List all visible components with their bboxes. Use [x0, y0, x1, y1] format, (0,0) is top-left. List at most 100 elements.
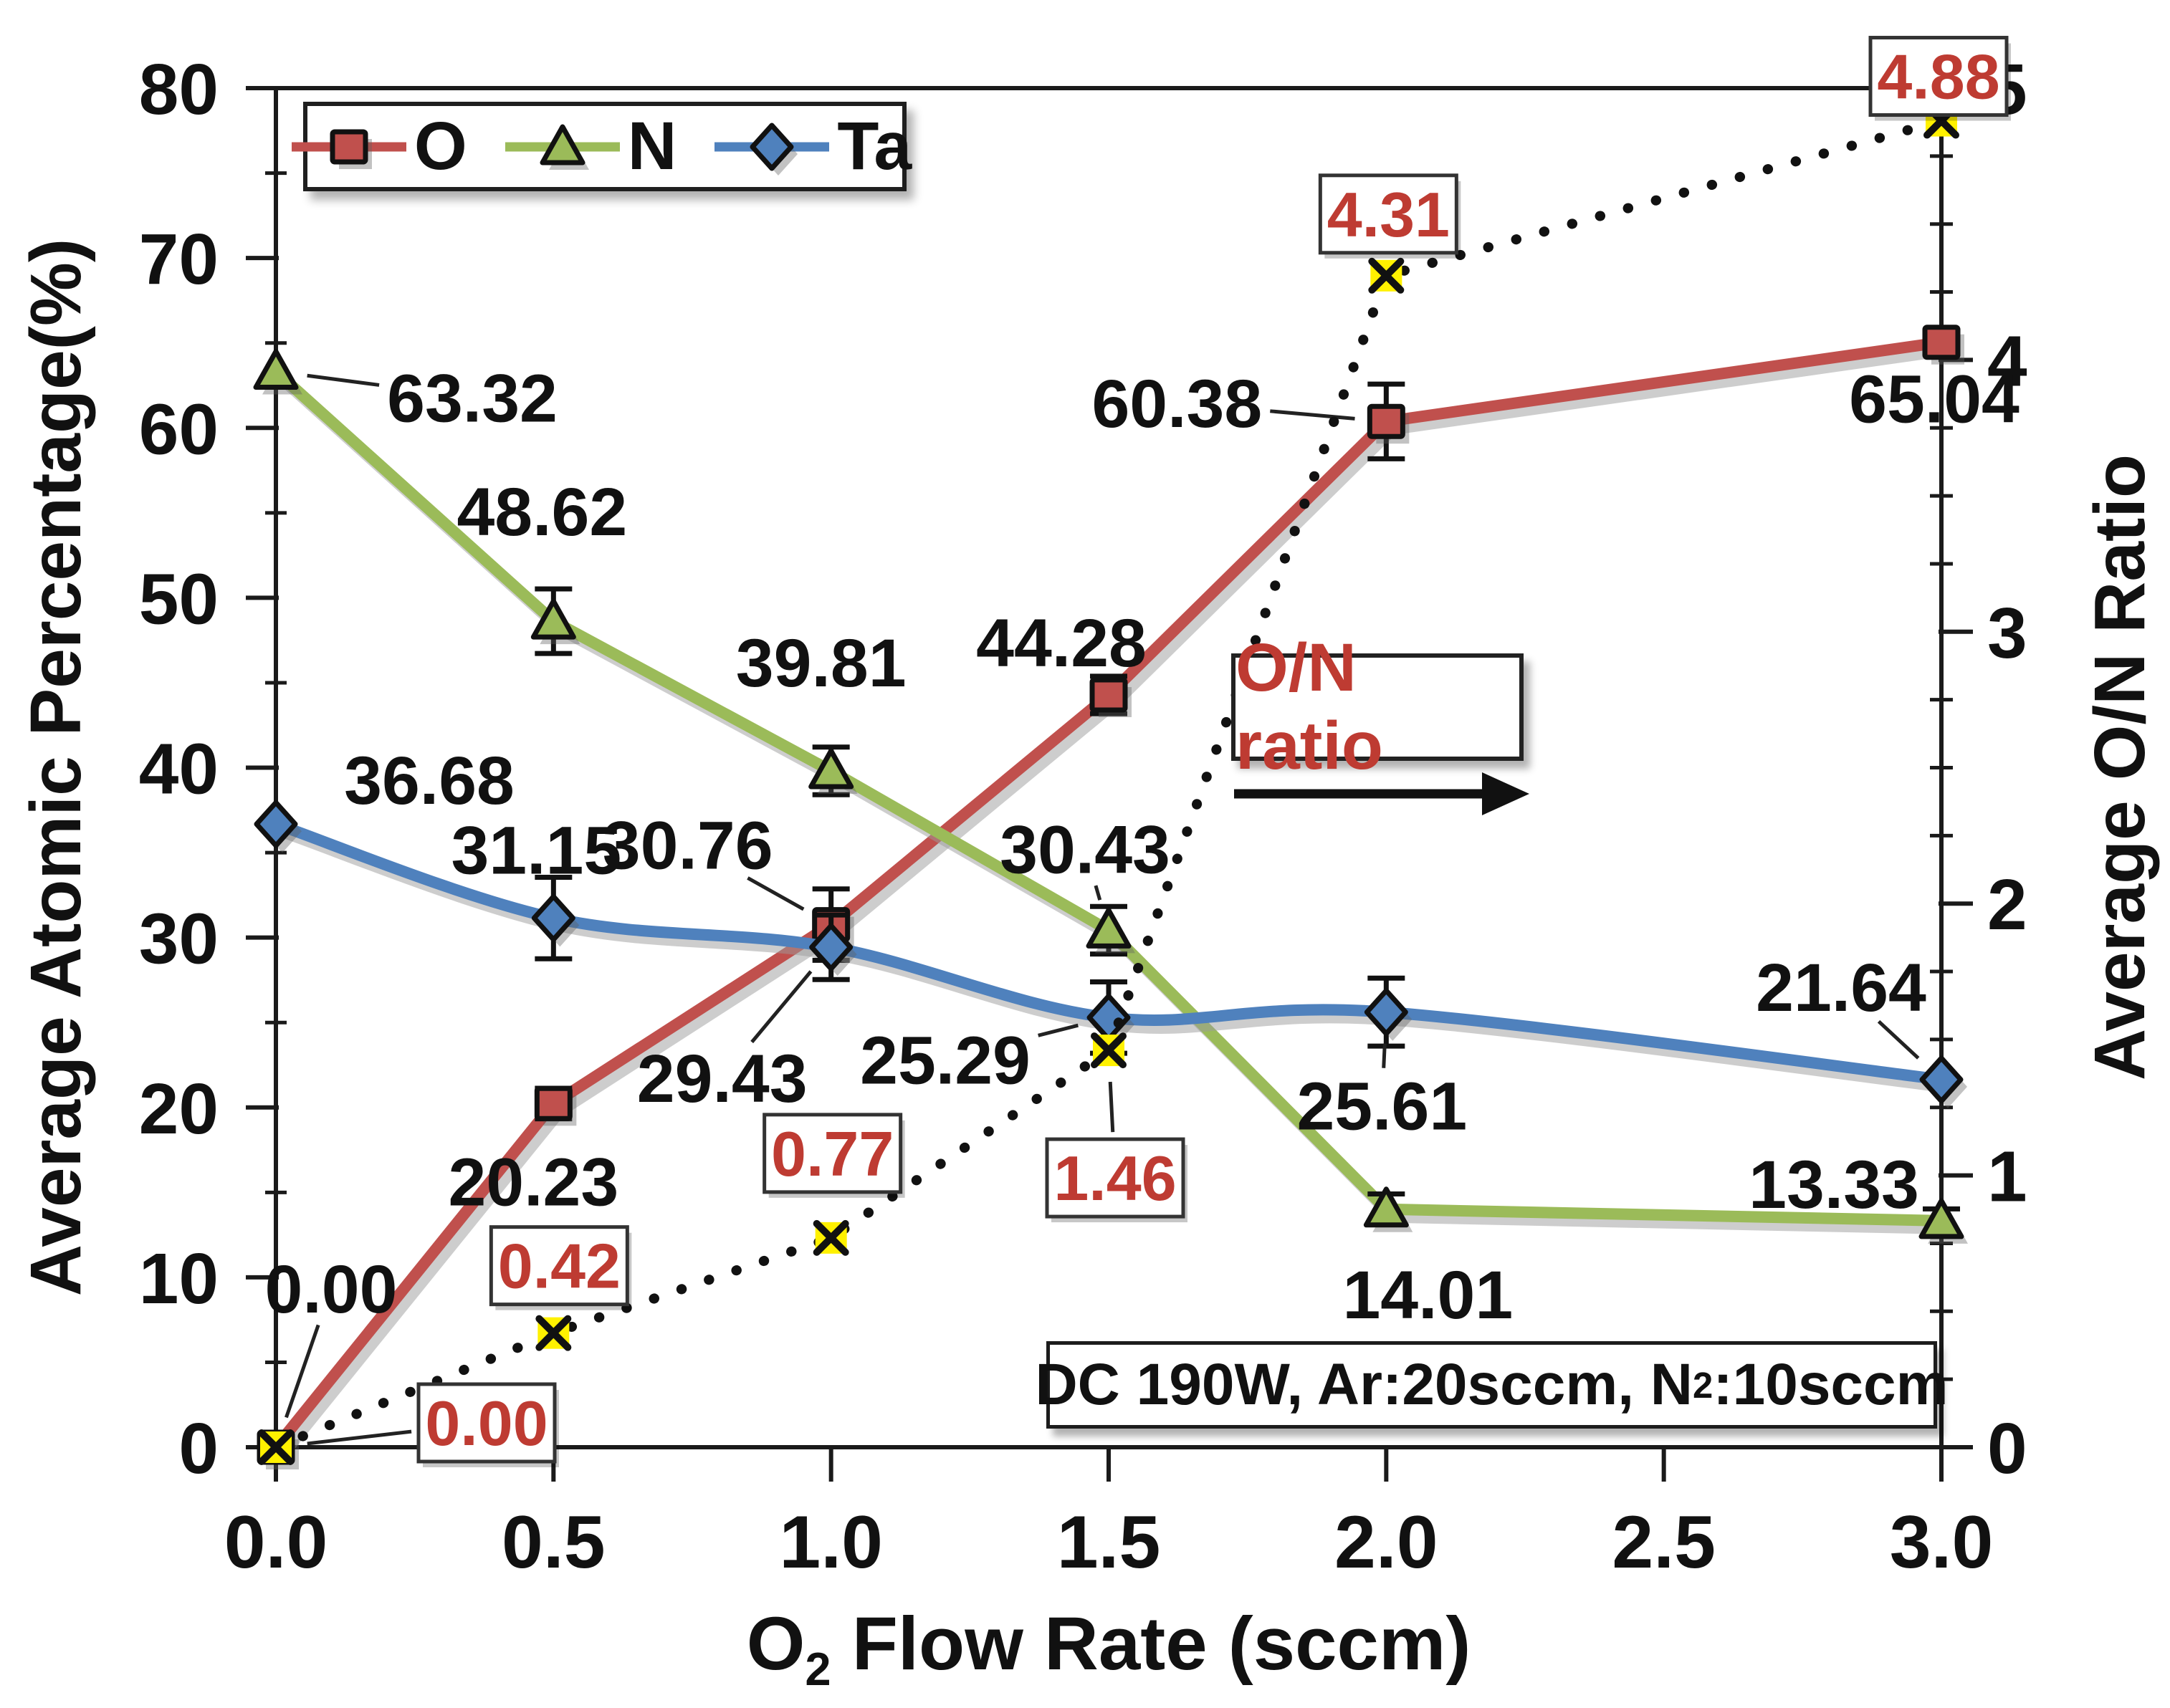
left-tick-label: 30: [139, 899, 219, 979]
right-tick-label: 2: [1987, 865, 2027, 945]
right-tick-label: 1: [1987, 1137, 2027, 1217]
right-tick-label: 3: [1987, 593, 2027, 673]
square-marker: [1089, 677, 1128, 713]
data-label: 30.43: [1000, 812, 1170, 888]
left-tick-label: 60: [139, 389, 219, 469]
condition-text-prefix: DC 190W, Ar:20sccm, N: [1035, 1352, 1693, 1417]
left-axis: 0 10 20 30 40 50 60 70 80: [139, 49, 287, 1489]
data-label: 25.29: [860, 1022, 1031, 1098]
bottom-tick-label: 1.0: [779, 1501, 883, 1584]
ratio-value-label: 4.31: [1327, 179, 1450, 250]
line-shadow: [277, 344, 1954, 1461]
series-O-N-ratio: 0.00 0.42 0.77 1.46 4.31 4.88: [258, 36, 2011, 1467]
legend-triangle-icon: [505, 124, 620, 170]
left-tick-label: 20: [139, 1069, 219, 1149]
square-marker: [1367, 403, 1405, 439]
data-label: 39.81: [736, 625, 907, 701]
bottom-tick-label: 1.5: [1057, 1501, 1161, 1584]
legend-label-O: O: [414, 108, 467, 184]
ratio-callout-box: O/N ratio: [1231, 630, 1524, 784]
condition-annotation-box: DC 190W, Ar:20sccm, N 2:10sccm: [1035, 1341, 1949, 1429]
ratio-value-label: 4.88: [1877, 42, 1999, 112]
data-label: 0.00: [265, 1252, 398, 1328]
right-axis: 012345: [1930, 49, 2027, 1489]
leader-line: [1877, 1019, 1920, 1060]
data-label: 29.43: [637, 1041, 808, 1117]
triangle-marker: [530, 598, 576, 640]
x-axis-title-suffix: Flow Rate (sccm): [831, 1602, 1471, 1686]
legend-item-N: N: [502, 112, 687, 181]
right-tick-label: 0: [1987, 1409, 2027, 1489]
data-label: 60.38: [1091, 366, 1262, 442]
left-tick-label: 50: [139, 559, 219, 639]
leader-line: [747, 876, 805, 911]
triangle-marker: [1086, 907, 1132, 949]
ratio-value-box: [763, 1113, 903, 1194]
ratio-value-box: [1318, 173, 1458, 255]
data-label: 31.15: [451, 812, 621, 888]
x-marker: [535, 1315, 572, 1351]
leader-line: [1108, 1081, 1115, 1133]
left-tick-label: 40: [139, 729, 219, 810]
O-line: [270, 336, 1947, 1453]
data-label: 21.64: [1756, 950, 1926, 1026]
data-label: 48.62: [457, 474, 627, 550]
diamond-marker: [531, 893, 575, 942]
condition-text-subscript: 2: [1693, 1364, 1713, 1406]
x-marker: [1091, 1032, 1127, 1069]
leader-line: [1382, 1043, 1387, 1068]
data-label: 14.01: [1342, 1257, 1513, 1333]
legend-item-O: O: [288, 112, 477, 181]
triangle-marker: [808, 748, 854, 790]
bottom-tick-label: 3.0: [1890, 1501, 1994, 1584]
triangle-marker: [540, 124, 585, 165]
ratio-value-label: 0.42: [498, 1231, 621, 1302]
data-label: 30.76: [603, 808, 773, 884]
data-label: 25.61: [1296, 1069, 1467, 1145]
legend-square-icon: [291, 129, 406, 169]
triangle-marker: [253, 349, 299, 390]
x-marker: [258, 1429, 294, 1465]
ratio-value-label: 1.46: [1053, 1143, 1176, 1214]
x-marker: [1368, 257, 1405, 294]
ratio-value-label: 0.77: [771, 1118, 894, 1189]
series-N: 63.32 48.62 39.81 30.43 14.01 13.33: [253, 349, 1968, 1333]
diamond-marker: [750, 123, 794, 171]
legend-item-Ta: Ta: [711, 112, 922, 181]
leader-line: [1038, 1023, 1079, 1037]
x-axis-title-subscript: 2: [805, 1643, 831, 1695]
ratio-value-box: [1868, 36, 2009, 117]
data-label: 20.23: [448, 1144, 618, 1220]
ratio-value-box: [416, 1382, 557, 1464]
ratio-arrow: [1234, 772, 1529, 815]
arrow-head: [1482, 772, 1529, 815]
leader-line: [1094, 885, 1102, 901]
ratio-value-label: 0.00: [425, 1388, 548, 1459]
leader-line: [750, 970, 813, 1044]
triangle-marker: [1363, 1186, 1409, 1228]
legend-label-N: N: [627, 108, 677, 184]
x-axis-title-prefix: O: [746, 1602, 806, 1686]
leader-line: [1270, 409, 1355, 421]
square-marker: [330, 129, 368, 164]
diamond-marker: [1919, 1055, 1964, 1104]
left-tick-label: 80: [139, 49, 219, 130]
leader-line: [307, 373, 380, 387]
series-O: 0.00 20.23 30.76 44.28 60.38 65.04: [257, 325, 2020, 1469]
ratio-value-box: [489, 1225, 629, 1307]
N-line: [270, 365, 1947, 1227]
legend-label-Ta: Ta: [837, 108, 912, 184]
right-tick-label: 4: [1987, 321, 2027, 401]
data-label: 63.32: [387, 361, 558, 437]
right-axis-title: Average O/N Ratio: [2080, 454, 2160, 1081]
x-marker: [813, 1219, 849, 1256]
condition-text-suffix: :10sccm: [1713, 1352, 1949, 1417]
x-axis-title: O2 Flow Rate (sccm): [535, 1594, 1682, 1695]
data-label: 13.33: [1749, 1147, 1919, 1223]
bottom-tick-label: 0.0: [224, 1501, 328, 1584]
triangle-marker: [1918, 1198, 1964, 1239]
bottom-axis: 0.0 0.5 1.0 1.5 2.0 2.5 3.0: [224, 1447, 1994, 1584]
